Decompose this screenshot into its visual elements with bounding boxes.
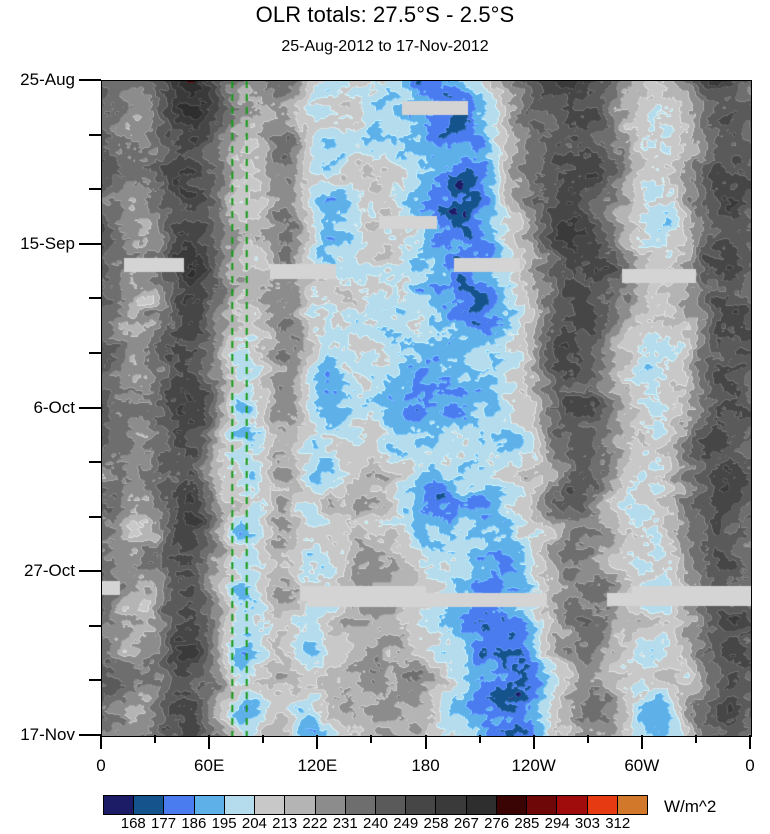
y-tick-label: 15-Sep	[20, 233, 75, 253]
colorbar-segment	[375, 796, 407, 814]
y-tick-minor	[89, 297, 101, 300]
y-tick-minor	[89, 515, 101, 518]
colorbar-units-label: W/m^2	[664, 797, 717, 816]
x-tick-major	[532, 735, 535, 749]
colorbar-segment	[255, 796, 286, 814]
x-tick-major	[316, 735, 319, 749]
y-tick-label: 25-Aug	[20, 70, 75, 89]
colorbar-tick-label: 231	[332, 815, 358, 832]
x-tick-label: 120E	[297, 756, 338, 775]
x-tick-label: 60E	[194, 756, 225, 775]
olr-heatmap-canvas	[102, 81, 751, 736]
x-tick-minor	[154, 735, 157, 743]
x-tick-label: 120W	[511, 756, 556, 775]
colorbar-segment	[194, 796, 225, 814]
colorbar-segment	[345, 796, 376, 814]
colorbar-segment	[224, 796, 256, 814]
y-tick-minor	[89, 188, 101, 191]
x-tick-label: 0	[745, 756, 755, 775]
x-tick-label: 60W	[624, 756, 660, 775]
colorbar-segment	[285, 796, 316, 814]
x-tick-major	[749, 735, 751, 749]
x-tick-label: 0	[96, 756, 106, 775]
colorbar-tick-label: 285	[514, 815, 540, 832]
x-tick-minor	[370, 735, 373, 743]
colorbar-segment	[496, 796, 528, 814]
x-tick-minor	[262, 735, 265, 743]
y-tick-minor	[89, 461, 101, 464]
colorbar-tick-label: 186	[181, 815, 207, 832]
colorbar-tick-label: 276	[484, 815, 510, 832]
colorbar-tick-label: 213	[272, 815, 298, 832]
y-tick-minor	[89, 351, 101, 354]
colorbar-tick-label: 222	[302, 815, 328, 832]
y-tick-major	[79, 570, 101, 573]
colorbar-segment	[527, 796, 558, 814]
colorbar-segment	[134, 796, 165, 814]
y-tick-label: 17-Nov	[20, 725, 75, 744]
colorbar-segment	[617, 796, 647, 814]
y-tick-major	[79, 242, 101, 245]
colorbar-tick-label: 267	[453, 815, 479, 832]
hovmoller-plot-area	[101, 80, 752, 737]
colorbar-tick-label: 204	[241, 815, 267, 832]
colorbar-tick-label: 177	[151, 815, 177, 832]
colorbar-segment	[436, 796, 467, 814]
x-tick-minor	[694, 735, 697, 743]
colorbar-tick-label: 168	[120, 815, 146, 832]
chart-subtitle: 25-Aug-2012 to 17-Nov-2012	[281, 38, 489, 55]
x-tick-label: 180	[411, 756, 440, 775]
colorbar-tick-label: 249	[393, 815, 419, 832]
colorbar-tick-label: 258	[423, 815, 449, 832]
colorbar	[103, 795, 648, 815]
colorbar-segment	[557, 796, 588, 814]
x-tick-minor	[478, 735, 481, 743]
colorbar-segment	[104, 796, 135, 814]
y-tick-minor	[89, 624, 101, 627]
x-tick-major	[100, 735, 102, 749]
y-tick-major	[79, 406, 101, 409]
y-tick-minor	[89, 133, 101, 136]
colorbar-tick-label: 195	[211, 815, 237, 832]
colorbar-segment	[406, 796, 437, 814]
x-tick-major	[640, 735, 643, 749]
y-tick-label: 27-Oct	[23, 561, 75, 581]
colorbar-segment	[315, 796, 346, 814]
colorbar-tick-label: 303	[574, 815, 600, 832]
x-tick-minor	[586, 735, 589, 743]
colorbar-segment	[587, 796, 618, 814]
x-tick-major	[208, 735, 211, 749]
y-tick-major	[79, 79, 101, 81]
colorbar-tick-label: 294	[544, 815, 570, 832]
colorbar-segment	[466, 796, 497, 814]
page-title: OLR totals: 27.5°S - 2.5°S	[255, 2, 515, 27]
y-tick-major	[79, 734, 101, 736]
y-tick-minor	[89, 679, 101, 682]
colorbar-segment	[164, 796, 195, 814]
x-tick-major	[424, 735, 427, 749]
colorbar-tick-label: 240	[362, 815, 389, 832]
y-tick-label: 6-Oct	[33, 397, 75, 417]
colorbar-tick-label: 312	[605, 815, 631, 832]
